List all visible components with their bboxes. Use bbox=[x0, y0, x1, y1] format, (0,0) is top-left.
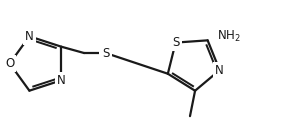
Text: S: S bbox=[172, 36, 179, 49]
FancyBboxPatch shape bbox=[213, 62, 226, 78]
FancyBboxPatch shape bbox=[169, 34, 182, 51]
Text: NH$_2$: NH$_2$ bbox=[217, 29, 240, 44]
Text: S: S bbox=[102, 47, 110, 60]
FancyBboxPatch shape bbox=[100, 45, 112, 61]
Text: N: N bbox=[215, 64, 224, 77]
FancyBboxPatch shape bbox=[23, 28, 36, 45]
Text: O: O bbox=[5, 57, 14, 70]
Text: N: N bbox=[25, 30, 34, 43]
FancyBboxPatch shape bbox=[3, 55, 16, 72]
FancyBboxPatch shape bbox=[55, 72, 68, 89]
Text: N: N bbox=[57, 74, 66, 87]
